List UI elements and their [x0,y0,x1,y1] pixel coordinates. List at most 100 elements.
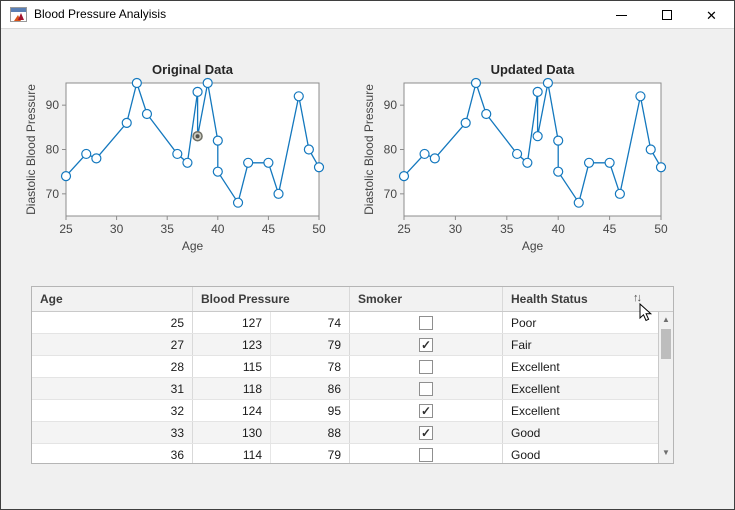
table-row: 28 115 78 Excellent [32,356,673,378]
cell-age[interactable]: 33 [32,422,193,443]
data-point[interactable] [202,77,213,89]
data-point[interactable] [60,170,72,182]
maximize-button[interactable] [644,1,689,29]
data-point[interactable] [419,148,430,160]
data-point[interactable] [614,188,625,199]
smoker-checkbox[interactable]: ✓ [419,403,433,418]
cell-health-status[interactable]: Fair [511,337,532,352]
cell-systolic[interactable]: 123 [193,334,271,355]
data-point[interactable] [293,91,304,102]
column-header-blood-pressure[interactable]: Blood Pressure [193,287,350,311]
matlab-logo-icon [14,13,24,21]
data-point[interactable] [655,162,667,173]
y-tick-label: 90 [384,98,398,112]
data-point[interactable] [212,166,223,177]
column-header-smoker[interactable]: Smoker [350,287,503,311]
cell-health-status[interactable]: Excellent [511,359,560,374]
close-button[interactable]: ✕ [689,1,734,29]
cell-diastolic[interactable]: 74 [271,312,350,333]
vertical-scrollbar[interactable]: ▲ ▼ [658,312,673,463]
original-data-chart[interactable]: Original Data Diastolic Blood Pressure Age… [21,56,351,256]
data-point[interactable] [121,117,132,129]
data-point[interactable] [573,197,584,208]
data-point[interactable] [604,157,615,168]
cell-diastolic[interactable]: 86 [271,378,350,399]
data-point[interactable] [542,77,554,89]
data-point[interactable] [192,86,203,97]
sort-icon[interactable]: ↑↓ [633,292,642,304]
data-point[interactable] [91,153,102,164]
scrollbar-thumb[interactable] [661,329,671,359]
minimize-button[interactable] [599,1,644,29]
data-point[interactable] [303,144,314,155]
smoker-checkbox[interactable]: ✓ [419,425,433,440]
data-point[interactable] [635,91,646,102]
cell-systolic[interactable]: 127 [193,312,271,333]
smoker-checkbox[interactable] [419,359,433,374]
cell-age[interactable]: 27 [32,334,193,355]
updated-data-chart[interactable]: Updated Data Diastolic Blood Pressure Age 2… [359,56,689,256]
cell-diastolic[interactable]: 79 [271,334,350,355]
cell-systolic[interactable]: 130 [193,422,271,443]
column-header-age[interactable]: Age [32,287,193,311]
data-point[interactable] [583,157,595,168]
cell-health-status[interactable]: Excellent [511,381,560,396]
data-point[interactable] [511,148,523,160]
smoker-checkbox[interactable] [419,315,433,330]
data-point[interactable] [182,157,193,168]
x-tick-label: 30 [110,222,124,236]
smoker-checkbox[interactable] [419,381,433,396]
data-point[interactable] [553,135,564,146]
cell-age[interactable]: 31 [32,378,193,399]
data-point[interactable] [481,108,492,120]
data-point[interactable] [398,170,410,182]
data-point[interactable] [273,188,284,199]
x-tick-label: 25 [397,222,411,236]
cell-systolic[interactable]: 124 [193,400,271,421]
data-point[interactable] [532,131,543,142]
cell-diastolic[interactable]: 95 [271,400,350,421]
x-tick-label: 30 [449,222,463,236]
data-point[interactable] [232,197,244,208]
data-point[interactable] [429,153,440,164]
cell-diastolic[interactable]: 78 [271,356,350,377]
data-point[interactable] [172,148,183,160]
data-point[interactable] [81,148,92,160]
data-point[interactable] [141,108,153,120]
data-point[interactable] [212,135,223,146]
cell-age[interactable]: 25 [32,312,193,333]
cell-age[interactable]: 32 [32,400,193,421]
patients-table[interactable]: Age Blood Pressure Smoker Health Status 25 1… [31,286,674,464]
data-point[interactable] [243,157,254,168]
cell-diastolic[interactable]: 88 [271,422,350,443]
cell-health-status[interactable]: Good [511,447,541,462]
y-tick-label: 80 [384,143,398,157]
cell-systolic[interactable]: 115 [193,356,271,377]
scroll-down-icon[interactable]: ▼ [662,448,670,457]
cell-age[interactable]: 28 [32,356,193,377]
cell-age[interactable]: 36 [32,444,193,463]
scroll-up-icon[interactable]: ▲ [662,315,670,324]
data-point[interactable] [470,77,482,89]
data-point[interactable] [553,166,564,177]
cell-health-status[interactable]: Good [511,425,541,440]
cell-smoker: ✓ [350,334,503,355]
data-point[interactable] [532,86,543,97]
x-tick-label: 50 [312,222,326,236]
cell-health-status[interactable]: Excellent [511,403,560,418]
data-point[interactable] [313,162,325,173]
data-point[interactable] [131,77,142,89]
cell-systolic[interactable]: 118 [193,378,271,399]
smoker-checkbox[interactable] [419,447,433,462]
cell-diastolic[interactable]: 79 [271,444,350,463]
cell-health-status[interactable]: Poor [511,315,537,330]
data-point[interactable] [263,157,274,168]
data-point[interactable] [645,144,656,155]
column-header-health-status[interactable]: Health Status [511,292,588,306]
data-point[interactable] [522,157,533,168]
data-point[interactable] [460,117,471,129]
smoker-checkbox[interactable]: ✓ [419,337,433,352]
cell-systolic[interactable]: 114 [193,444,271,463]
x-tick-label: 45 [262,222,276,236]
